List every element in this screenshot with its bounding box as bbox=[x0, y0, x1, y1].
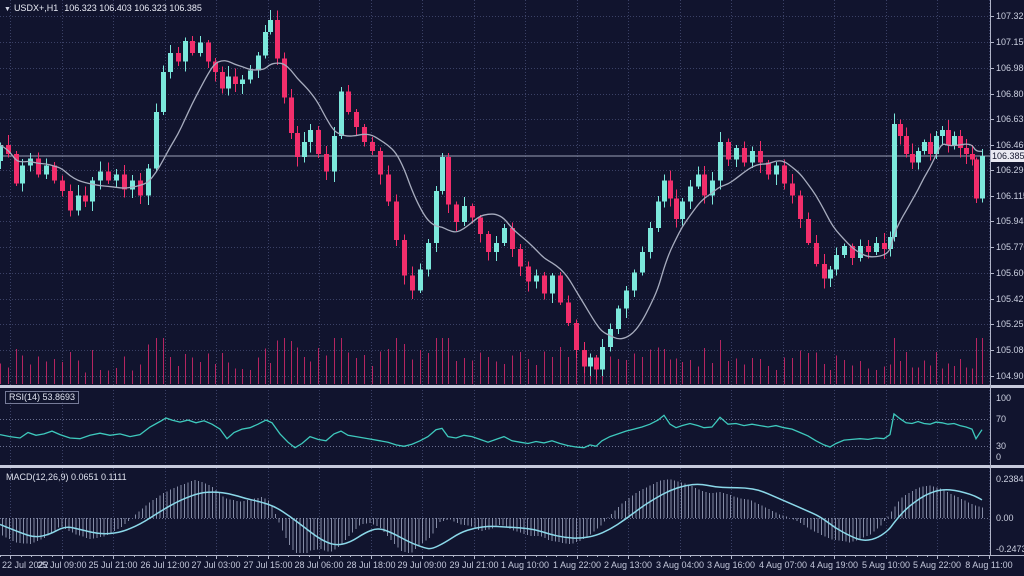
chart-title: ▼ USDX+,H1 106.323 106.403 106.323 106.385 bbox=[4, 3, 202, 13]
price-tick-label: 106.805 bbox=[996, 88, 1024, 99]
time-tick-label: 3 Aug 04:00 bbox=[655, 560, 705, 570]
time-tick-label: 5 Aug 22:00 bbox=[912, 560, 962, 570]
price-tick-label: 104.905 bbox=[996, 370, 1024, 381]
time-tick-label: 8 Aug 11:00 bbox=[965, 560, 1013, 570]
price-tick-label: 106.635 bbox=[996, 113, 1024, 124]
price-tick-label: 107.150 bbox=[996, 37, 1024, 48]
price-tick-label: 106.980 bbox=[996, 62, 1024, 73]
current-price-badge: 106.385 bbox=[991, 150, 1024, 163]
time-tick-label: 5 Aug 10:00 bbox=[861, 560, 911, 570]
price-tick-label: 105.600 bbox=[996, 267, 1024, 278]
time-tick-label: 1 Aug 22:00 bbox=[552, 560, 602, 570]
price-tick-label: 107.325 bbox=[996, 11, 1024, 22]
rsi-tick-label: 70 bbox=[996, 413, 1007, 424]
price-tick-label: 105.080 bbox=[996, 344, 1024, 355]
rsi-tick-label: 0 bbox=[996, 452, 1002, 462]
rsi-tick-label: 30 bbox=[996, 441, 1007, 452]
time-tick-label: 1 Aug 10:00 bbox=[500, 560, 550, 570]
time-tick-label: 4 Aug 07:00 bbox=[758, 560, 808, 570]
price-tick-label: 106.460 bbox=[996, 139, 1024, 150]
symbol-name: USDX+,H1 bbox=[13, 3, 59, 13]
time-tick-label: 25 Jul 21:00 bbox=[88, 560, 138, 570]
time-tick-label: 28 Jul 06:00 bbox=[294, 560, 344, 570]
time-tick-label: 27 Jul 15:00 bbox=[243, 560, 293, 570]
price-tick-label: 105.945 bbox=[996, 216, 1024, 227]
time-tick-label: 28 Jul 18:00 bbox=[346, 560, 396, 570]
time-tick-label: 3 Aug 16:00 bbox=[706, 560, 756, 570]
macd-tick-label: 0.2384 bbox=[996, 474, 1024, 485]
time-tick-label: 26 Jul 12:00 bbox=[140, 560, 190, 570]
macd-tick-label: 0.00 bbox=[996, 513, 1014, 523]
symbol-dropdown-icon[interactable]: ▼ bbox=[4, 6, 11, 13]
time-tick-label: 29 Jul 09:00 bbox=[397, 560, 447, 570]
price-tick-label: 105.770 bbox=[996, 242, 1024, 253]
price-tick-label: 105.255 bbox=[996, 318, 1024, 329]
ohlc-values: 106.323 106.403 106.323 106.385 bbox=[64, 3, 202, 13]
macd-tick-label: -0.2473 bbox=[996, 544, 1024, 554]
time-tick-label: 27 Jul 03:00 bbox=[191, 560, 241, 570]
price-tick-label: 106.290 bbox=[996, 165, 1024, 176]
macd-panel-label: MACD(12,26,9) 0.0651 0.1111 bbox=[6, 472, 127, 482]
price-tick-label: 105.425 bbox=[996, 293, 1024, 304]
rsi-tick-label: 100 bbox=[996, 393, 1012, 403]
rsi-panel-label: RSI(14) 53.8693 bbox=[5, 391, 80, 404]
time-tick-label: 4 Aug 19:00 bbox=[809, 560, 859, 570]
time-tick-label: 22 Jul 2022 bbox=[2, 560, 49, 570]
price-tick-label: 106.115 bbox=[996, 191, 1024, 202]
time-tick-label: 29 Jul 21:00 bbox=[449, 560, 499, 570]
time-tick-label: 25 Jul 09:00 bbox=[37, 560, 87, 570]
time-tick-label: 2 Aug 13:00 bbox=[603, 560, 653, 570]
